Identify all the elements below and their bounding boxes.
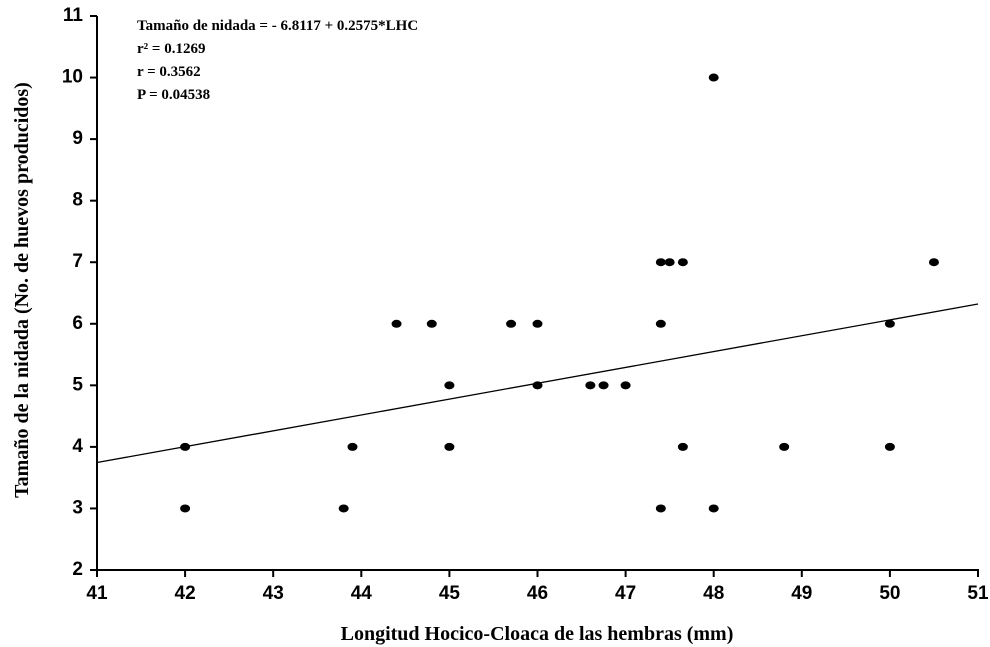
x-tick-label: 48 bbox=[703, 583, 724, 604]
point bbox=[708, 504, 719, 513]
point bbox=[338, 504, 349, 513]
annotation: Tamaño de nidada = - 6.8117 + 0.2575*LHC bbox=[137, 18, 418, 34]
point bbox=[585, 381, 596, 390]
point bbox=[655, 504, 666, 513]
x-tick-label: 41 bbox=[86, 583, 108, 604]
x-axis-title: Longitud Hocico-Cloaca de las hembras (m… bbox=[341, 623, 734, 645]
point bbox=[180, 442, 191, 451]
y-tick-label: 6 bbox=[72, 313, 83, 334]
y-tick-label: 2 bbox=[72, 559, 83, 580]
y-axis-title: Tamaño de la nidada (No. de huevos produ… bbox=[11, 82, 33, 498]
point bbox=[347, 442, 358, 451]
x-tick-label: 45 bbox=[439, 583, 461, 604]
y-tick-label: 5 bbox=[72, 374, 83, 395]
annotation: r = 0.3562 bbox=[137, 64, 201, 80]
y-tick-label: 3 bbox=[72, 497, 83, 518]
x-tick-label: 42 bbox=[175, 583, 196, 604]
point bbox=[677, 258, 688, 267]
y-tick-label: 10 bbox=[62, 67, 83, 88]
point bbox=[677, 442, 688, 451]
y-tick-label: 4 bbox=[72, 436, 83, 457]
x-tick-label: 50 bbox=[879, 583, 900, 604]
x-tick-label: 44 bbox=[351, 583, 373, 604]
point bbox=[391, 319, 402, 328]
point bbox=[532, 381, 543, 390]
x-tick-label: 43 bbox=[263, 583, 284, 604]
y-tick-label: 11 bbox=[63, 5, 84, 26]
point bbox=[620, 381, 631, 390]
point bbox=[884, 442, 895, 451]
annotation: r² = 0.1269 bbox=[137, 41, 205, 57]
annotation: P = 0.04538 bbox=[137, 87, 210, 103]
point bbox=[444, 442, 455, 451]
point bbox=[426, 319, 437, 328]
x-tick-label: 51 bbox=[967, 583, 989, 604]
point bbox=[444, 381, 455, 390]
point bbox=[708, 73, 719, 82]
point bbox=[928, 258, 939, 267]
x-tick-label: 49 bbox=[791, 583, 812, 604]
x-tick-label: 46 bbox=[527, 583, 548, 604]
point bbox=[506, 319, 517, 328]
y-tick-label: 9 bbox=[72, 128, 83, 149]
point bbox=[884, 319, 895, 328]
point bbox=[180, 504, 191, 513]
point bbox=[779, 442, 790, 451]
point bbox=[655, 319, 666, 328]
point bbox=[598, 381, 609, 390]
y-tick-label: 8 bbox=[72, 190, 83, 211]
y-tick-label: 7 bbox=[72, 251, 83, 272]
point bbox=[655, 258, 666, 267]
point bbox=[664, 258, 675, 267]
point bbox=[532, 319, 543, 328]
x-tick-label: 47 bbox=[615, 583, 636, 604]
